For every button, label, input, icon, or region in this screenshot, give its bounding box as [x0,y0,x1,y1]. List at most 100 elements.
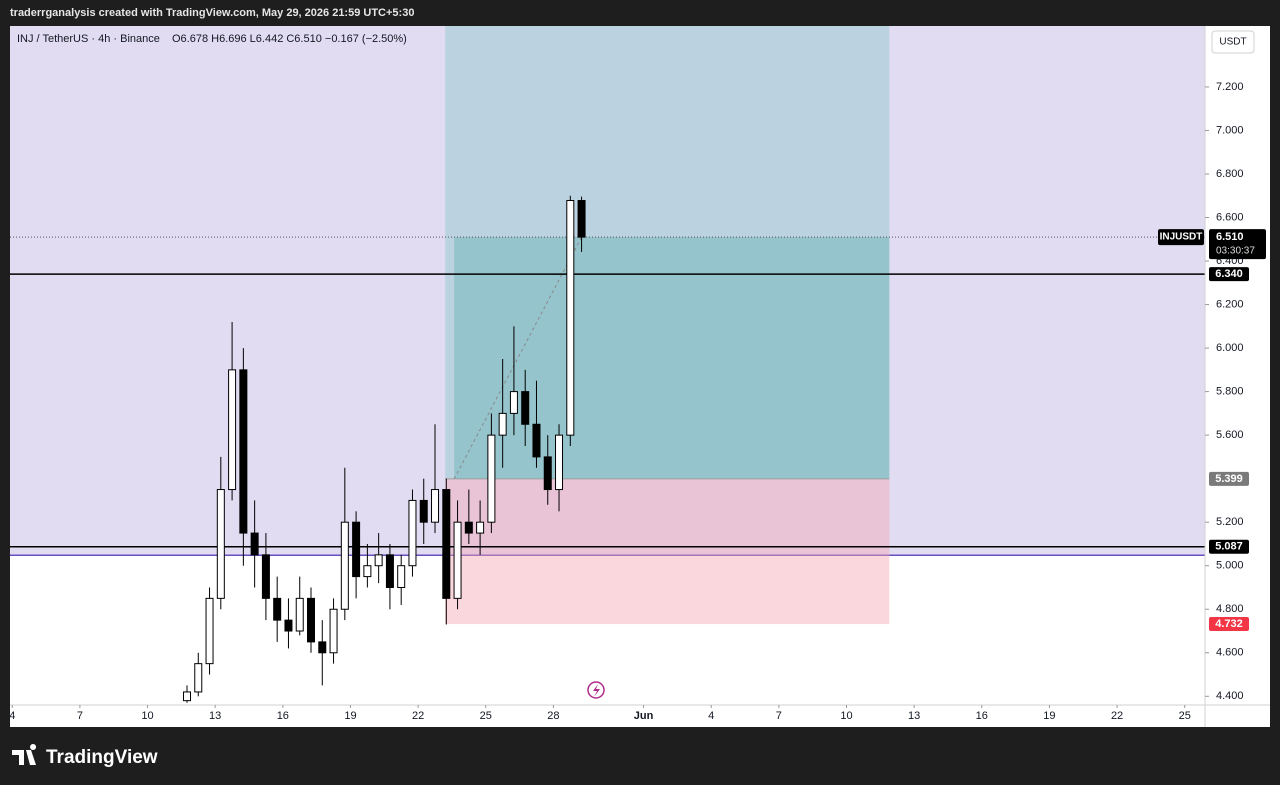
x-tick-label: 19 [344,710,356,722]
candle-body [216,489,225,599]
level-label: 5.087 [1215,541,1243,553]
logo-mark [12,744,37,765]
symbol-bg [1158,229,1204,246]
x-tick-label: 16 [277,710,289,722]
x-tick-label: 4 [708,710,714,722]
candle-body [250,532,259,556]
x-tick-label: 28 [547,710,559,722]
chart-title: INJ / TetherUS · 4h · Binance [17,33,160,45]
entry-label: 5.399 [1215,473,1243,485]
y-tick-label: 6.800 [1216,168,1244,180]
candle-body [464,521,473,534]
candle-body [476,521,485,534]
y-tick-label: 7.200 [1216,81,1244,93]
header: traderrganalysis created with TradingVie… [10,7,414,19]
candle-body [182,691,191,702]
currency-button[interactable] [1211,30,1255,54]
y-tick-label: 5.200 [1216,516,1244,528]
logo-text: TradingView [46,747,158,768]
x-tick-label: 4 [9,710,15,722]
candle-body [431,489,440,523]
candle-body [307,597,316,643]
candle-body [329,608,338,654]
y-tick-label: 5.800 [1216,386,1244,398]
candle-body [194,663,203,693]
x-tick-label: 13 [908,710,920,722]
candle-body [509,391,518,414]
plot-background [10,26,1270,727]
candle-body [352,521,361,578]
candle-body [385,554,394,588]
currency: USDT [1219,37,1246,48]
background-layer [10,26,1205,625]
y-tick-label: 4.600 [1216,647,1244,659]
candle-body [498,412,507,436]
level-label: 6.340 [1215,268,1243,280]
candle-body [228,369,237,491]
candle-body [239,369,248,534]
symbol-label: INJUSDT [1160,232,1203,243]
logo: TradingView [12,744,158,768]
candle-body [205,597,214,665]
candle-body [521,391,530,425]
y-tick-label: 6.200 [1216,298,1244,310]
x-tick-label: 19 [1043,710,1055,722]
candle-body [419,499,428,523]
candle-body [273,597,282,621]
candle-body [566,200,575,436]
y-tick-label: 6.600 [1216,211,1244,223]
stop-label: 4.732 [1215,618,1243,630]
entry-label-bg [1209,471,1249,486]
candle-body [408,499,417,567]
time-axis [10,705,1270,727]
candle-body [453,521,462,599]
x-tick-label: 7 [77,710,83,722]
x-tick-label: 10 [141,710,153,722]
x-tick-label: 10 [840,710,852,722]
last-price-bg [1209,229,1266,260]
y-tick-label: 5.000 [1216,560,1244,572]
candle-body [340,521,349,610]
y-tick-label: 4.800 [1216,603,1244,615]
countdown: 03:30:37 [1216,246,1255,257]
x-tick-label: 22 [412,710,424,722]
candle-body [318,641,327,654]
ohlc-legend: O6.678 H6.696 L6.442 C6.510 −0.167 (−2.5… [172,33,407,45]
candle-body [577,200,586,238]
candle-body [295,597,304,632]
x-tick-label: 16 [976,710,988,722]
candle-body [284,619,293,632]
stop-zone [445,478,890,625]
marks-layer: INJUSDT [10,195,1205,703]
candle-body [532,423,541,458]
open-profit [454,237,890,479]
y-tick-label: 7.000 [1216,124,1244,136]
candle-body [363,565,372,578]
candle-body [261,554,270,599]
x-tick-label: 25 [1179,710,1191,722]
x-tick-label: Jun [634,710,654,722]
last-price-label: 6.510 [1216,231,1244,243]
axis-layer: USDT 4.400 4.600 4.800 5.000 5.200 5.600 5.800… [9,26,1270,727]
y-tick-label: 4.400 [1216,690,1244,702]
candle-body [397,565,406,588]
candle-body [442,489,451,599]
level-label-bg [1209,267,1249,282]
candle-body [555,434,564,491]
stop-label-bg [1209,617,1249,632]
candle-body [487,434,496,523]
x-tick-label: 25 [480,710,492,722]
level-label-bg [1209,539,1249,554]
price-axis [1205,26,1270,727]
x-tick-label: 7 [776,710,782,722]
y-tick-label: 5.600 [1216,429,1244,441]
target-zone [445,26,890,479]
event-icon-bolt [593,684,600,697]
y-tick-label: 6.000 [1216,342,1244,354]
event-icon[interactable] [587,681,605,699]
zone-fill [10,26,1205,556]
x-tick-label: 13 [209,710,221,722]
x-tick-label: 22 [1111,710,1123,722]
